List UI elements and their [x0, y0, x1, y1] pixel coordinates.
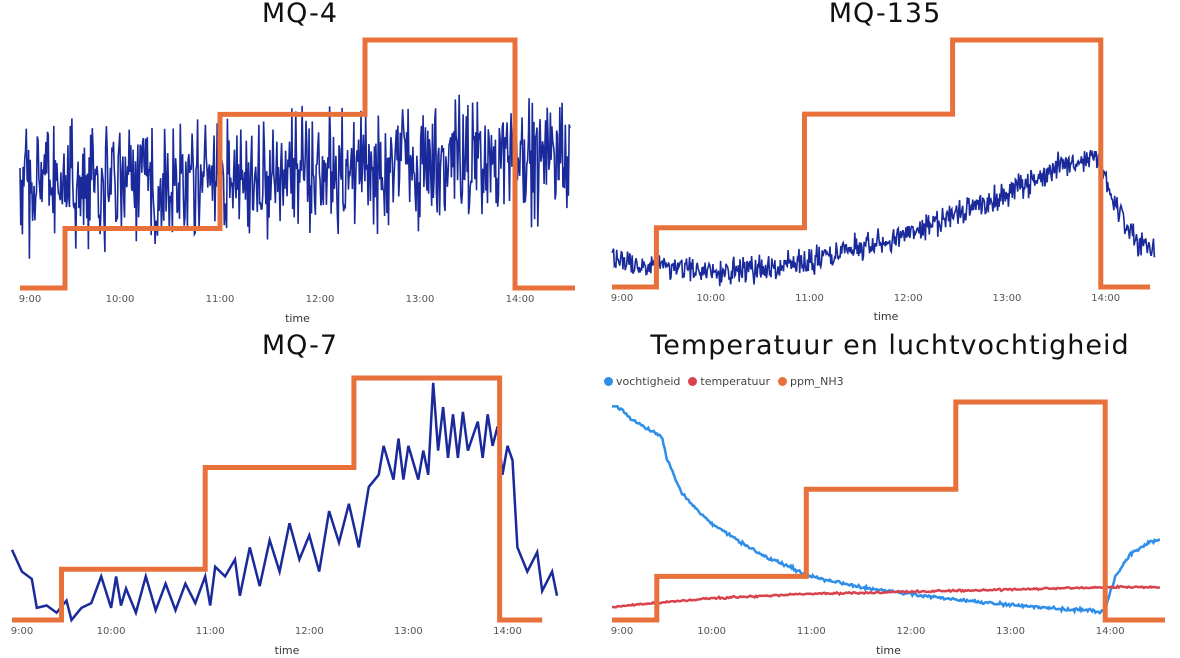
x-tick-label: 9:00	[11, 626, 33, 637]
sensor-line	[611, 149, 1156, 287]
legend-item: ppm_NH3	[777, 375, 844, 388]
x-tick-label: 13:00	[993, 293, 1022, 304]
x-tick-label: 12:00	[897, 626, 926, 637]
ppm-step-line	[12, 375, 543, 623]
x-tick-label: 13:00	[394, 626, 423, 637]
x-tick-label: 10:00	[97, 626, 126, 637]
x-axis-label: time	[285, 312, 310, 325]
x-tick-label: 11:00	[795, 293, 824, 304]
chart-title: MQ-7	[261, 330, 339, 361]
x-axis-label: time	[876, 644, 901, 657]
chart-mq7: MQ-7 9:00 10:00 11:00 12:00 13:00 14:00 time	[0, 330, 600, 658]
legend-item: vochtigheid	[604, 375, 680, 388]
x-tick-label: 9:00	[19, 294, 41, 305]
x-axis-label: time	[275, 644, 300, 657]
sensor-line	[10, 382, 559, 623]
x-tick-label: 14:00	[493, 626, 522, 637]
x-axis-label: time	[874, 310, 899, 323]
ppm-step-line	[612, 37, 1151, 290]
x-tick-label: 10:00	[106, 294, 135, 305]
temp-line	[611, 584, 1161, 609]
chart-temp-svg: 9:00 10:00 11:00 12:00 13:00 14:00 time	[611, 399, 1165, 657]
x-tick-label: 14:00	[1091, 293, 1120, 304]
sensor-line	[19, 94, 571, 259]
legend-label: temperatuur	[700, 375, 770, 388]
chart-mq4: MQ-4 9:00 10:00 11:00 12:00 13:00 14:00 time	[0, 0, 600, 330]
chart-mq4-svg: 9:00 10:00 11:00 12:00 13:00 14:00 time	[19, 37, 575, 325]
x-tick-label: 10:00	[697, 626, 726, 637]
chart-temp: Temperatuur en luchtvochtigheid vochtigh…	[600, 330, 1180, 658]
chart-title: MQ-135	[828, 0, 942, 29]
x-tick-label: 12:00	[295, 626, 324, 637]
x-tick-label: 13:00	[406, 294, 435, 305]
ppm-step-line	[612, 399, 1165, 623]
chart-title: MQ-4	[261, 0, 339, 29]
x-tick-label: 12:00	[306, 294, 335, 305]
x-tick-label: 10:00	[696, 293, 725, 304]
vocht-line	[612, 405, 1161, 615]
x-tick-label: 9:00	[611, 293, 633, 304]
legend-label: vochtigheid	[616, 375, 681, 388]
legend-label: ppm_NH3	[789, 375, 844, 388]
chart-title: Temperatuur en luchtvochtigheid	[650, 330, 1130, 361]
x-tick-label: 11:00	[797, 626, 826, 637]
x-tick-label: 11:00	[206, 294, 235, 305]
chart-legend: vochtigheid temperatuur ppm_NH3	[604, 375, 844, 388]
legend-dot	[604, 377, 613, 386]
x-tick-label: 12:00	[894, 293, 923, 304]
x-tick-label: 13:00	[996, 626, 1025, 637]
x-tick-label: 14:00	[506, 294, 535, 305]
ppm-step-line	[20, 37, 575, 291]
chart-mq7-svg: 9:00 10:00 11:00 12:00 13:00 14:00 time	[10, 375, 559, 657]
legend-dot	[688, 377, 698, 386]
legend-dot	[777, 377, 787, 386]
x-tick-label: 14:00	[1096, 626, 1125, 637]
x-tick-label: 11:00	[196, 626, 225, 637]
legend-item: temperatuur	[688, 375, 770, 388]
chart-mq135-svg: 9:00 10:00 11:00 12:00 13:00 14:00 time	[611, 37, 1156, 323]
x-tick-label: 9:00	[611, 626, 633, 637]
chart-mq135: MQ-135 9:00 10:00 11:00 12:00 13:00 14:00 time	[590, 0, 1180, 330]
